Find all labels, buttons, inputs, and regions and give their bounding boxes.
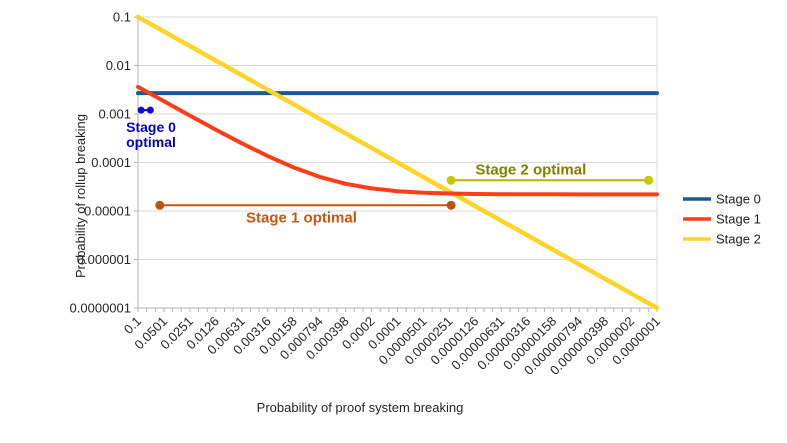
stage-2-optimal-dot-left [446, 175, 456, 185]
legend-label-stage-1: Stage 1 [716, 212, 761, 227]
stage-1-optimal-label: Stage 1 optimal [246, 209, 357, 226]
legend-label-stage-0: Stage 0 [716, 192, 761, 207]
y-tick-label: 0.1 [113, 10, 131, 25]
stage-0-optimal-label: Stage 0 [126, 119, 176, 135]
y-axis-title: Probability of rollup breaking [73, 114, 88, 278]
stage-2-optimal-label: Stage 2 optimal [475, 161, 586, 178]
y-tick-label: 0.001 [98, 107, 131, 122]
series-line-stage-2 [135, 14, 660, 311]
stage-0-optimal-dot-left [137, 106, 145, 114]
y-tick-label: 0.0001 [91, 155, 131, 170]
stage-1-optimal-dot-right [446, 200, 456, 210]
stage-2-optimal-dot-right [644, 175, 654, 185]
stage-0-optimal-dot-right [146, 106, 154, 114]
stage-1-optimal-dot-left [155, 200, 165, 210]
legend-label-stage-2: Stage 2 [716, 232, 761, 247]
y-tick-label: 0.000001 [77, 252, 131, 267]
series-line-stage-1 [136, 84, 659, 197]
y-tick-label: 0.0000001 [70, 301, 131, 316]
y-tick-label: 0.01 [106, 58, 131, 73]
y-tick-label: 0.00001 [84, 204, 131, 219]
stage-0-optimal-label: optimal [126, 134, 176, 150]
x-axis-title: Probability of proof system breaking [257, 400, 464, 415]
